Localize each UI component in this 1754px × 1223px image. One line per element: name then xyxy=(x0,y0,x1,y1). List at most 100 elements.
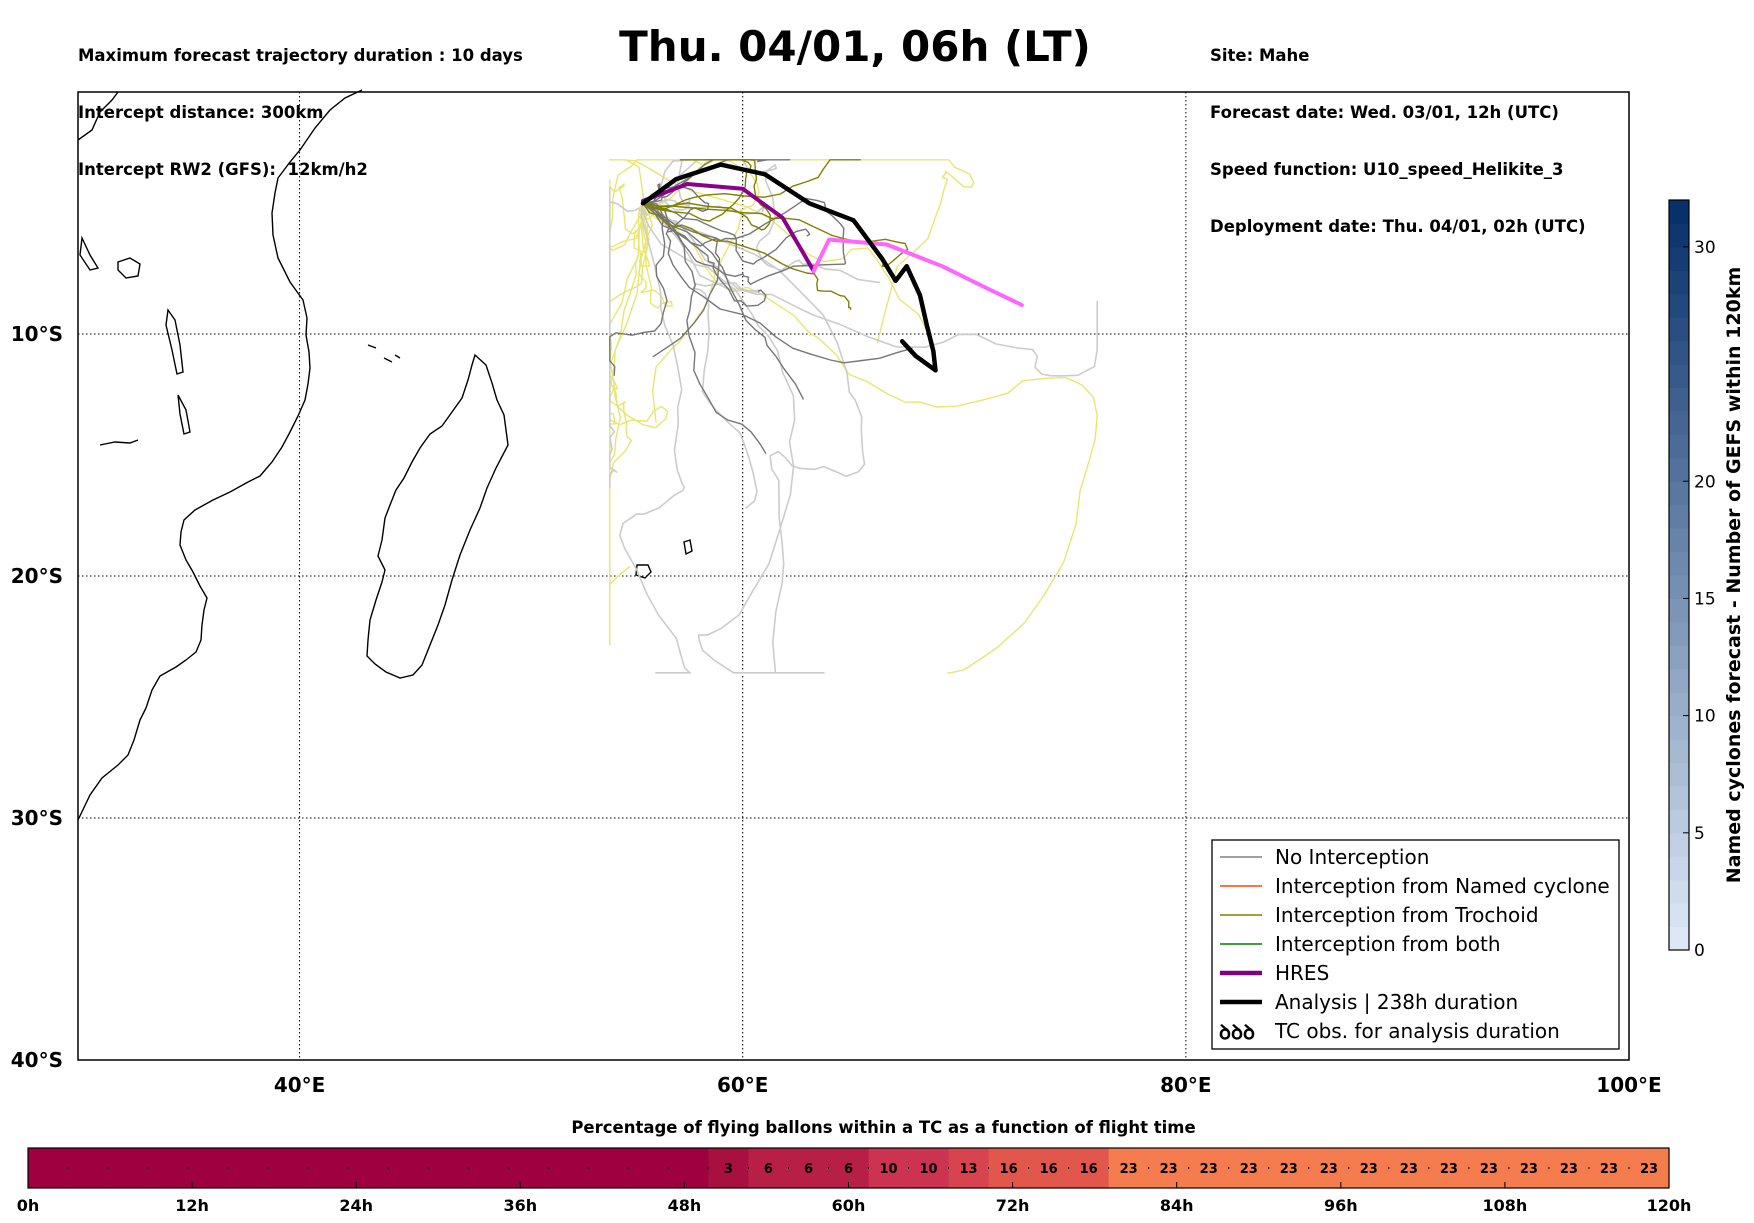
lake-victoria xyxy=(117,257,141,279)
main-title: Thu. 04/01, 06h (LT) xyxy=(619,22,1091,71)
percentage-cell xyxy=(1028,1148,1070,1188)
percentage-cell xyxy=(1468,1148,1510,1188)
legend-label: Interception from Named cyclone xyxy=(1275,874,1610,898)
africa-coast-north xyxy=(77,91,119,141)
legend-label: No Interception xyxy=(1275,845,1429,869)
trajectory-gray xyxy=(642,202,913,364)
percentage-cell xyxy=(108,1148,149,1188)
header-left-info: Maximum forecast trajectory duration : 1… xyxy=(78,8,523,198)
percentage-cell xyxy=(948,1148,990,1188)
header-right-line: Forecast date: Wed. 03/01, 12h (UTC) xyxy=(1210,103,1559,122)
header-right-info: Site: Mahe Forecast date: Wed. 03/01, 12… xyxy=(1210,8,1586,255)
colorbar-tick-label: 0 xyxy=(1694,941,1705,961)
trajectory-lightgray xyxy=(642,202,761,509)
percentage-cell xyxy=(828,1148,870,1188)
colorbar-step xyxy=(1669,739,1689,763)
percentage-cell xyxy=(508,1148,549,1188)
colorbar-step xyxy=(1669,856,1689,881)
colorbar-tick-label: 15 xyxy=(1694,589,1716,609)
trajectories xyxy=(609,159,1098,674)
trajectory-lightgray xyxy=(642,202,1098,377)
percentage-cell xyxy=(548,1148,589,1188)
percentage-cell xyxy=(588,1148,629,1188)
trajectory-yellow xyxy=(641,159,975,344)
colorbar-step xyxy=(1669,223,1689,248)
percentage-cell-value: 23 xyxy=(1440,1162,1458,1177)
percentage-cell xyxy=(388,1148,429,1188)
percentage-cell xyxy=(68,1148,109,1188)
colorbar-step xyxy=(1669,457,1689,482)
percentage-tick-label: 72h xyxy=(996,1196,1030,1215)
colorbar-step xyxy=(1669,879,1689,904)
percentage-cell xyxy=(1228,1148,1270,1188)
trajectory-yellow xyxy=(642,202,1098,674)
percentage-tick-label: 84h xyxy=(1160,1196,1194,1215)
percentage-cell xyxy=(308,1148,349,1188)
percentage-tick-label: 96h xyxy=(1324,1196,1358,1215)
percentage-cell-value: 23 xyxy=(1600,1162,1618,1177)
coastlines xyxy=(77,89,693,821)
trajectory-olive xyxy=(642,202,852,310)
percentage-cell-value: 23 xyxy=(1640,1162,1658,1177)
colorbar-step xyxy=(1669,293,1689,318)
legend-label: Interception from both xyxy=(1275,932,1501,956)
colorbar-step xyxy=(1669,692,1689,717)
colorbar-step xyxy=(1669,410,1689,435)
colorbar-step xyxy=(1669,387,1689,412)
legend: No Interception Interception from Named c… xyxy=(1211,839,1620,1050)
percentage-cell xyxy=(468,1148,509,1188)
y-tick-label: 30°S xyxy=(11,806,63,830)
series-line-1 xyxy=(811,237,1024,307)
percentage-cell xyxy=(1388,1148,1430,1188)
percentage-cell xyxy=(1188,1148,1230,1188)
trajectory-gray xyxy=(642,202,811,265)
trajectory-olive xyxy=(642,159,752,222)
lake-tanganyika xyxy=(165,308,184,375)
colorbar-step xyxy=(1669,645,1689,670)
legend-label: HRES xyxy=(1275,961,1329,985)
percentage-cell-value: 3 xyxy=(724,1162,733,1177)
percentage-cell-value: 23 xyxy=(1560,1162,1578,1177)
axis-labels: 40°E 60°E 80°E 100°E 10°S 20°S 30°S 40°S xyxy=(11,322,1662,1097)
colorbar-step xyxy=(1669,200,1689,224)
percentage-tick-label: 12h xyxy=(175,1196,209,1215)
comoros-islands xyxy=(367,344,401,363)
percentage-tick-label: 48h xyxy=(668,1196,702,1215)
x-tick-label: 60°E xyxy=(717,1073,769,1097)
trajectory-olive xyxy=(642,159,861,210)
percentage-cell xyxy=(1428,1148,1470,1188)
legend-symbol: ꝺꝺꝺ xyxy=(1219,1020,1255,1044)
colorbar-step xyxy=(1669,621,1689,646)
percentage-cell-value: 10 xyxy=(879,1162,897,1177)
y-tick-label: 40°S xyxy=(11,1048,63,1072)
percentage-cell xyxy=(1588,1148,1630,1188)
percentage-cell-value: 13 xyxy=(960,1162,978,1177)
legend-label: Analysis | 238h duration xyxy=(1275,990,1518,1014)
colorbar-step xyxy=(1669,364,1689,388)
percentage-cell xyxy=(628,1148,669,1188)
header-right-line: Site: Mahe xyxy=(1210,46,1310,65)
header-left-line: Intercept RW2 (GFS): 12km/h2 xyxy=(78,160,368,179)
percentage-cell xyxy=(228,1148,269,1188)
colorbar-step xyxy=(1669,785,1689,810)
percentage-bar-title: Percentage of flying ballons within a TC… xyxy=(571,1118,1195,1137)
madagascar-outline xyxy=(366,353,509,679)
percentage-cell-value: 23 xyxy=(1280,1162,1298,1177)
percentage-cell-value: 23 xyxy=(1120,1162,1138,1177)
zambezi-coast xyxy=(99,439,139,446)
colorbar-step xyxy=(1669,481,1689,506)
trajectory-olive xyxy=(642,159,771,231)
x-tick-label: 40°E xyxy=(274,1073,326,1097)
africa-coastline xyxy=(77,89,363,821)
percentage-cell xyxy=(348,1148,389,1188)
x-tick-label: 100°E xyxy=(1596,1073,1661,1097)
legend-label: TC obs. for analysis duration xyxy=(1274,1019,1560,1043)
legend-box xyxy=(1211,839,1620,1050)
percentage-cell xyxy=(988,1148,1030,1188)
series-line-2 xyxy=(640,162,938,373)
percentage-cell xyxy=(188,1148,229,1188)
colorbar-tick-label: 10 xyxy=(1694,707,1716,727)
percentage-tick-label: 120h xyxy=(1647,1196,1692,1215)
percentage-cell xyxy=(868,1148,910,1188)
